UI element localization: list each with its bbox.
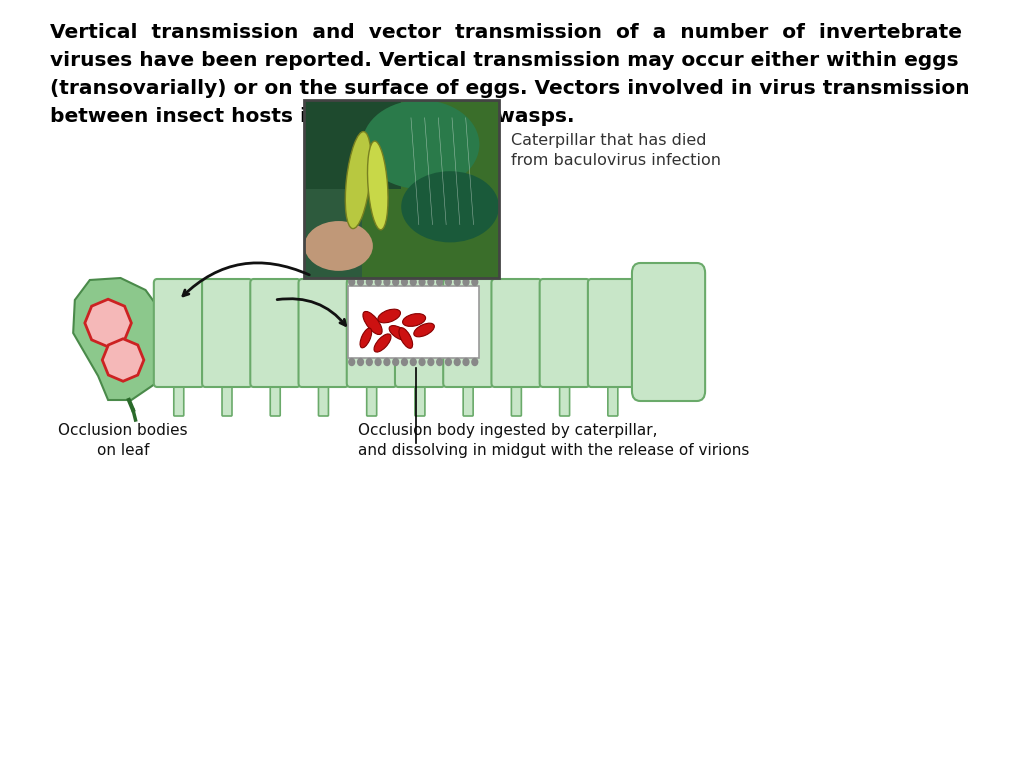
FancyBboxPatch shape [492,279,542,387]
Circle shape [455,279,460,286]
FancyBboxPatch shape [632,263,706,401]
FancyBboxPatch shape [222,382,232,416]
Ellipse shape [374,334,391,352]
Ellipse shape [402,313,426,326]
Circle shape [393,279,398,286]
Circle shape [428,279,434,286]
Circle shape [472,279,478,286]
Text: Caterpillar that has died
from baculovirus infection: Caterpillar that has died from baculovir… [511,133,721,167]
FancyBboxPatch shape [395,279,444,387]
Circle shape [445,279,452,286]
Circle shape [411,359,416,366]
Ellipse shape [399,328,413,349]
Circle shape [384,359,390,366]
FancyBboxPatch shape [174,382,183,416]
FancyBboxPatch shape [270,382,281,416]
Circle shape [384,279,390,286]
FancyBboxPatch shape [415,382,425,416]
Ellipse shape [414,323,434,337]
Circle shape [428,359,434,366]
Circle shape [401,279,408,286]
Polygon shape [102,339,143,381]
FancyBboxPatch shape [588,279,638,387]
Ellipse shape [360,328,372,348]
Circle shape [419,359,425,366]
FancyBboxPatch shape [250,279,300,387]
FancyBboxPatch shape [608,382,617,416]
Text: Vertical  transmission  and  vector  transmission  of  a  number  of  invertebra: Vertical transmission and vector transmi… [50,23,970,126]
Ellipse shape [368,141,388,230]
FancyBboxPatch shape [540,279,590,387]
Circle shape [367,279,372,286]
Circle shape [401,359,408,366]
FancyBboxPatch shape [318,382,329,416]
Circle shape [411,279,416,286]
FancyBboxPatch shape [154,279,204,387]
FancyBboxPatch shape [463,382,473,416]
Ellipse shape [362,312,382,335]
Bar [303,100,401,189]
FancyBboxPatch shape [202,279,252,387]
Bar [303,100,499,278]
Bar [303,100,499,278]
Circle shape [463,359,469,366]
Circle shape [445,359,452,366]
Polygon shape [85,300,131,347]
FancyBboxPatch shape [367,382,377,416]
Circle shape [357,279,364,286]
Circle shape [436,279,442,286]
FancyBboxPatch shape [511,382,521,416]
FancyBboxPatch shape [443,279,494,387]
Circle shape [375,279,381,286]
Ellipse shape [389,326,410,340]
Circle shape [367,359,372,366]
Text: Occlusion bodies
on leaf: Occlusion bodies on leaf [58,423,187,458]
FancyBboxPatch shape [299,279,348,387]
Circle shape [357,359,364,366]
Ellipse shape [401,171,499,243]
Circle shape [455,359,460,366]
Ellipse shape [362,100,479,189]
Ellipse shape [304,221,373,271]
Circle shape [393,359,398,366]
Text: Occlusion body ingested by caterpillar,
and dissolving in midgut with the releas: Occlusion body ingested by caterpillar, … [357,423,749,458]
Circle shape [419,279,425,286]
Circle shape [349,359,354,366]
Circle shape [349,279,354,286]
Bar [347,286,479,358]
Bar [362,100,499,278]
Ellipse shape [378,310,400,323]
Circle shape [375,359,381,366]
Polygon shape [73,278,166,400]
FancyBboxPatch shape [559,382,569,416]
Circle shape [436,359,442,366]
Circle shape [463,279,469,286]
FancyBboxPatch shape [347,279,396,387]
Circle shape [472,359,478,366]
Ellipse shape [345,131,371,229]
